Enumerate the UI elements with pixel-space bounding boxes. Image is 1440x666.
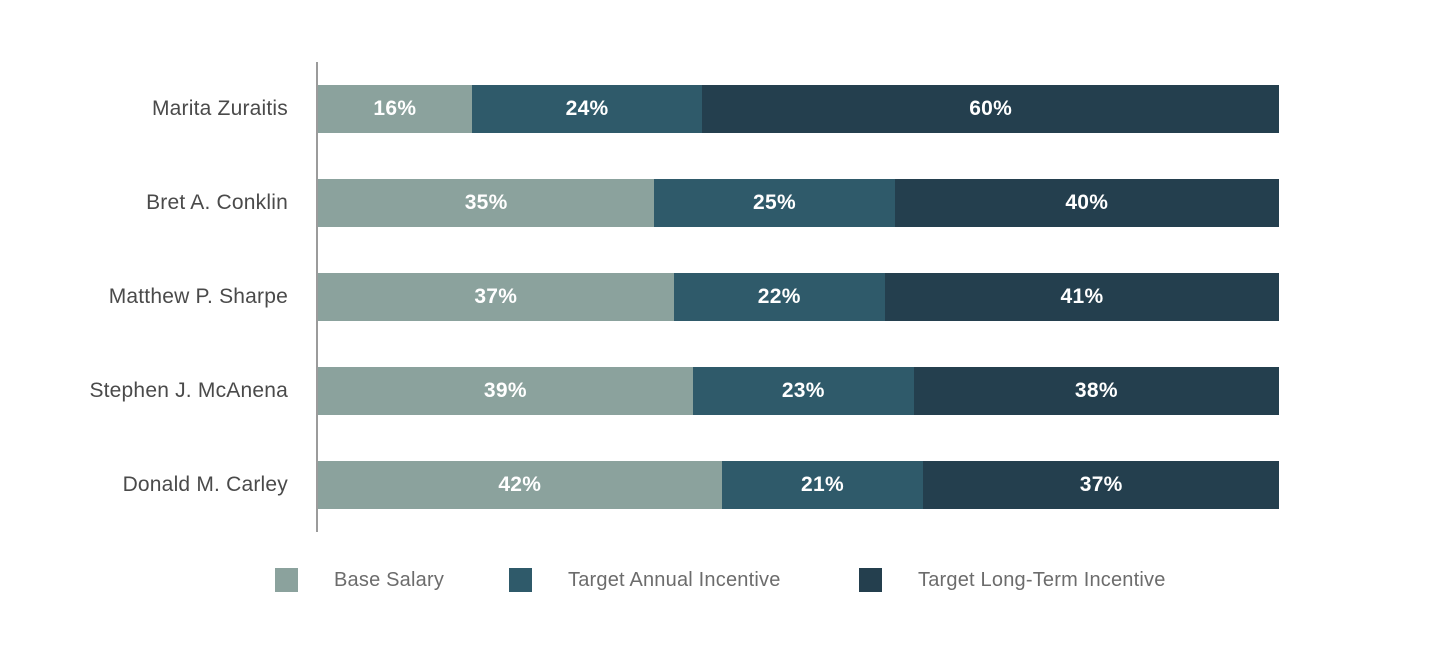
stacked-bar: 37% 22% 41% bbox=[318, 273, 1279, 321]
category-label: Bret A. Conklin bbox=[146, 191, 288, 214]
category-labels: Marita Zuraitis Bret A. Conklin Matthew P.… bbox=[0, 62, 316, 532]
bar-value-label: 37% bbox=[474, 285, 518, 308]
legend-label: Target Annual Incentive bbox=[568, 568, 781, 591]
bar-segment: 37% bbox=[318, 273, 674, 321]
bar-segment: 42% bbox=[318, 461, 722, 509]
bar-segment: 60% bbox=[702, 85, 1279, 133]
bar-row: 16% 24% 60% bbox=[318, 62, 1279, 156]
category-label: Matthew P. Sharpe bbox=[108, 285, 288, 308]
bar-segment: 21% bbox=[721, 461, 924, 509]
bar-value-label: 38% bbox=[1074, 379, 1118, 402]
stacked-bar: 42% 21% 37% bbox=[318, 461, 1279, 509]
legend-item: Target Long-Term Incentive bbox=[859, 568, 1166, 592]
legend-label: Base Salary bbox=[334, 568, 445, 591]
bar-segment: 23% bbox=[692, 367, 914, 415]
legend: Base Salary Target Annual Incentive Target… bbox=[0, 568, 1440, 594]
bar-value-label: 37% bbox=[1079, 473, 1123, 496]
legend-label: Target Long-Term Incentive bbox=[918, 568, 1166, 591]
bar-value-label: 35% bbox=[464, 191, 508, 214]
bar-row: 42% 21% 37% bbox=[318, 438, 1279, 532]
category-label: Donald M. Carley bbox=[122, 473, 288, 496]
bar-chart-plot-area: Marita Zuraitis Bret A. Conklin Matthew P.… bbox=[0, 62, 1279, 532]
bar-row: 39% 23% 38% bbox=[318, 344, 1279, 438]
legend-item: Target Annual Incentive bbox=[509, 568, 781, 592]
bar-value-label: 24% bbox=[565, 97, 609, 120]
bar-value-label: 42% bbox=[498, 473, 542, 496]
bar-segment: 16% bbox=[318, 85, 472, 133]
bar-segment: 41% bbox=[884, 273, 1279, 321]
bar-segment: 24% bbox=[471, 85, 703, 133]
bar-segment: 25% bbox=[654, 179, 895, 227]
bar-segment: 37% bbox=[923, 461, 1279, 509]
bars: 16% 24% 60% 35% 25% 40% 37% 22% 41% 39% 23% 38% 42% 2… bbox=[316, 62, 1279, 532]
bar-value-label: 60% bbox=[969, 97, 1013, 120]
bar-value-label: 16% bbox=[373, 97, 417, 120]
stacked-bar: 16% 24% 60% bbox=[318, 85, 1279, 133]
category-label: Marita Zuraitis bbox=[151, 97, 288, 120]
bar-value-label: 41% bbox=[1060, 285, 1104, 308]
bar-segment: 39% bbox=[318, 367, 693, 415]
legend-swatch bbox=[859, 568, 882, 592]
bar-value-label: 21% bbox=[801, 473, 844, 496]
bar-segment: 40% bbox=[894, 179, 1279, 227]
bar-row: 35% 25% 40% bbox=[318, 156, 1279, 250]
stacked-bar: 39% 23% 38% bbox=[318, 367, 1279, 415]
stacked-bar: 35% 25% 40% bbox=[318, 179, 1279, 227]
bar-row: 37% 22% 41% bbox=[318, 250, 1279, 344]
legend-swatch bbox=[509, 568, 532, 592]
category-label: Stephen J. McAnena bbox=[89, 379, 288, 402]
bar-value-label: 39% bbox=[483, 379, 527, 402]
bar-value-label: 23% bbox=[781, 379, 825, 402]
bar-segment: 22% bbox=[673, 273, 885, 321]
bar-value-label: 25% bbox=[753, 191, 796, 214]
legend-item: Base Salary bbox=[275, 568, 444, 592]
bar-value-label: 22% bbox=[757, 285, 801, 308]
bar-segment: 35% bbox=[318, 179, 655, 227]
bar-value-label: 40% bbox=[1065, 191, 1109, 214]
bar-segment: 38% bbox=[913, 367, 1279, 415]
legend-swatch bbox=[275, 568, 298, 592]
